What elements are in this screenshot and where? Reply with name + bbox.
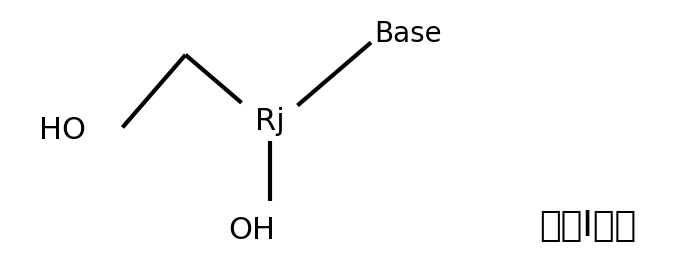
Text: 式（Ⅰ），: 式（Ⅰ），	[540, 209, 636, 243]
Text: OH: OH	[228, 216, 276, 245]
Text: HO: HO	[39, 116, 87, 145]
Text: Rj: Rj	[255, 107, 284, 136]
Text: Base: Base	[374, 20, 442, 48]
